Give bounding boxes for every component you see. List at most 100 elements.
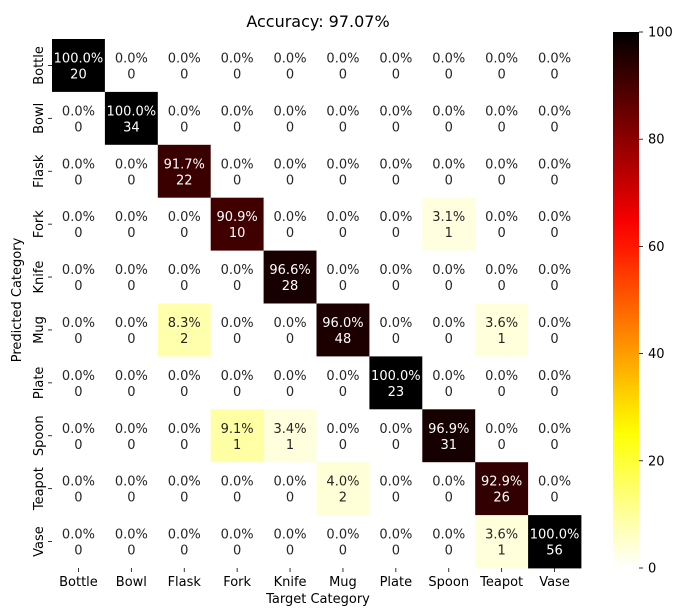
heatmap-cell <box>104 356 159 410</box>
heatmap-cell <box>528 91 582 146</box>
heatmap-cell <box>475 250 529 304</box>
cell-percent-label: 0.0% <box>326 104 359 119</box>
heatmap-cell <box>157 356 212 410</box>
heatmap-cell <box>210 409 264 463</box>
cell-percent-label: 91.7% <box>164 157 205 172</box>
heatmap-cell <box>104 515 159 569</box>
cell-percent-label: 9.1% <box>221 422 254 437</box>
cell-count-label: 0 <box>233 491 241 506</box>
cell-percent-label: 0.0% <box>432 316 465 331</box>
cell-count-label: 0 <box>286 67 294 82</box>
cell-percent-label: 0.0% <box>221 104 254 119</box>
heatmap-cell <box>263 462 317 516</box>
cell-percent-label: 0.0% <box>538 157 571 172</box>
cell-percent-label: 0.0% <box>326 157 359 172</box>
cell-percent-label: 0.0% <box>326 528 359 543</box>
cell-count-label: 0 <box>74 226 82 241</box>
cell-count-label: 0 <box>127 226 135 241</box>
heatmap-cell <box>422 356 476 410</box>
cell-percent-label: 0.0% <box>168 51 201 66</box>
heatmap-cell <box>369 197 423 251</box>
cell-percent-label: 100.0% <box>371 369 421 384</box>
heatmap-cell <box>52 250 106 304</box>
cell-percent-label: 0.0% <box>379 528 412 543</box>
cell-percent-label: 0.0% <box>326 210 359 225</box>
cell-count-label: 0 <box>127 332 135 347</box>
cell-count-label: 0 <box>445 544 453 559</box>
heatmap-cell <box>157 250 212 304</box>
cell-count-label: 0 <box>233 385 241 400</box>
y-tick-label: Flask <box>32 154 47 188</box>
heatmap-cell <box>210 303 264 357</box>
cell-count-label: 0 <box>550 173 558 188</box>
heatmap-cell <box>104 91 159 146</box>
cell-count-label: 0 <box>127 67 135 82</box>
cell-percent-label: 0.0% <box>115 528 148 543</box>
cell-percent-label: 0.0% <box>274 369 307 384</box>
cell-percent-label: 0.0% <box>62 157 95 172</box>
heatmap-cell <box>369 39 423 93</box>
heatmap-cell <box>316 303 370 357</box>
cell-percent-label: 0.0% <box>168 422 201 437</box>
heatmap-cell <box>528 409 582 463</box>
cell-percent-label: 0.0% <box>168 528 201 543</box>
cell-count-label: 0 <box>180 67 188 82</box>
heatmap-cell <box>528 197 582 251</box>
colorbar-tick-label: 60 <box>648 240 665 255</box>
heatmap-cell <box>475 515 529 569</box>
cell-percent-label: 0.0% <box>115 422 148 437</box>
heatmap-cell <box>475 462 529 516</box>
heatmap-cell <box>369 356 423 410</box>
heatmap-cell <box>104 250 159 304</box>
cell-percent-label: 0.0% <box>432 369 465 384</box>
heatmap-cell <box>369 303 423 357</box>
y-tick-label: Teapot <box>32 467 47 511</box>
heatmap-cell <box>157 144 212 199</box>
cell-percent-label: 0.0% <box>485 210 518 225</box>
heatmap-cell <box>52 91 106 146</box>
cell-percent-label: 0.0% <box>538 104 571 119</box>
heatmap-cell <box>52 356 106 410</box>
cell-count-label: 0 <box>233 332 241 347</box>
y-tick-label: Spoon <box>32 415 47 456</box>
cell-percent-label: 0.0% <box>62 369 95 384</box>
heatmap-cell <box>210 515 264 569</box>
heatmap-cell <box>210 462 264 516</box>
heatmap-cell <box>316 515 370 569</box>
x-tick-label: Bowl <box>116 575 147 590</box>
heatmap-cell <box>316 91 370 146</box>
cell-count-label: 0 <box>74 120 82 135</box>
x-tick-label: Teapot <box>479 575 523 590</box>
cell-percent-label: 0.0% <box>62 210 95 225</box>
colorbar: 0 20 40 60 80 100 <box>613 26 673 577</box>
y-tick-label: Bottle <box>32 46 47 85</box>
cell-percent-label: 0.0% <box>432 157 465 172</box>
cell-percent-label: 0.0% <box>115 210 148 225</box>
cell-percent-label: 0.0% <box>538 263 571 278</box>
heatmap-cell <box>263 303 317 357</box>
heatmap-cell <box>475 356 529 410</box>
y-tick-label: Knife <box>32 261 47 294</box>
cell-count-label: 0 <box>74 173 82 188</box>
cell-count-label: 0 <box>550 67 558 82</box>
cell-count-label: 0 <box>74 332 82 347</box>
cell-percent-label: 0.0% <box>538 210 571 225</box>
heatmap-cell <box>475 39 529 93</box>
cell-count-label: 0 <box>498 67 506 82</box>
x-axis-label: Target Category <box>265 592 370 607</box>
cell-percent-label: 0.0% <box>485 422 518 437</box>
heatmap-cell <box>263 409 317 463</box>
cell-percent-label: 0.0% <box>62 528 95 543</box>
heatmap-cell <box>157 197 212 251</box>
cell-count-label: 0 <box>339 385 347 400</box>
heatmap-cell <box>52 409 106 463</box>
cell-percent-label: 100.0% <box>54 51 104 66</box>
cell-count-label: 0 <box>445 385 453 400</box>
heatmap-cell <box>316 356 370 410</box>
heatmap-cell <box>528 144 582 199</box>
heatmap-cell <box>210 39 264 93</box>
cell-count-label: 2 <box>339 491 347 506</box>
cell-count-label: 0 <box>233 67 241 82</box>
heatmap-cell <box>210 356 264 410</box>
